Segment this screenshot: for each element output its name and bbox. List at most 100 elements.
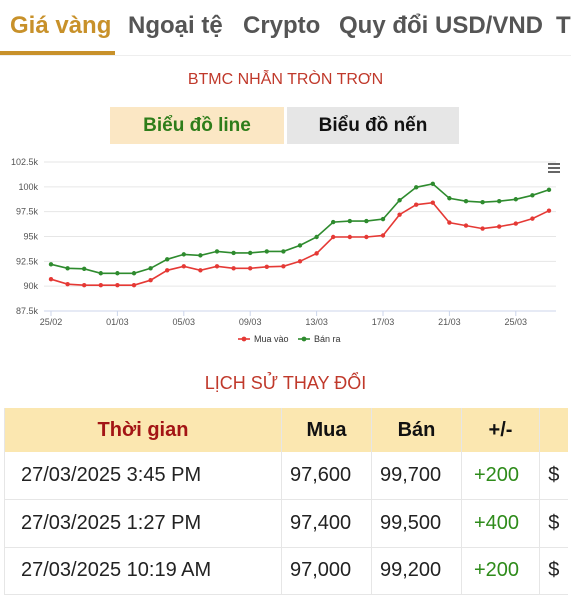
data-point [380,233,386,238]
data-point [98,271,104,276]
data-point [463,223,469,228]
y-tick-label: 92.5k [16,256,39,266]
x-tick-label: 09/03 [239,317,262,327]
header-sell: Bán [371,408,462,452]
cell-currency[interactable]: $ [539,547,568,595]
data-point [264,264,269,269]
data-point [414,202,419,207]
tab-quy-doi[interactable]: Quy đổi USD/VND [339,12,544,39]
data-point [281,249,286,254]
data-point [281,264,286,269]
chart-title: BTMC NHẪN TRÒN TRƠN [187,71,384,88]
cell-change: +200 [461,452,540,500]
line-chart-button[interactable]: Biểu đồ line [110,107,284,144]
cell-time: 27/03/2025 10:19 AM [4,547,282,595]
x-tick-label: 21/03 [438,317,461,327]
price-line-chart: 87.5k 90k 92.5k 95k 97.5k 100k 102.5k 25/02 01/0… [11,157,556,344]
data-point [248,266,253,271]
data-point [148,278,153,283]
legend-marker [241,336,247,342]
history-title: LỊCH SỬ THAY ĐỔI [204,373,367,393]
cell-currency[interactable]: $ [539,499,568,548]
history-header-row: Thời gian Mua Bán +/- [4,408,568,452]
data-point [480,226,485,231]
data-point [198,253,203,258]
data-point [497,224,502,229]
tab-ngoai-te[interactable]: Ngoại tệ [128,12,223,39]
data-point [397,212,402,217]
data-point [546,208,552,213]
data-point [264,249,269,254]
data-point [314,251,319,256]
data-point [131,271,137,276]
data-point [165,257,170,262]
cell-change: +400 [461,499,540,548]
data-point [165,268,170,273]
x-tick-label: 17/03 [372,317,395,327]
x-tick-label: 25/03 [505,317,528,327]
data-point [181,264,186,269]
header-change: +/- [461,408,540,452]
data-point [181,252,186,257]
data-point [82,282,87,288]
data-point [530,193,535,198]
data-point [231,250,236,256]
header-currency [539,408,568,452]
data-point [513,221,518,226]
data-point [530,216,535,221]
legend-label: Mua vào [254,334,289,344]
header-time: Thời gian [4,408,282,452]
cell-time: 27/03/2025 3:45 PM [4,452,282,500]
cell-time: 27/03/2025 1:27 PM [4,499,282,548]
x-tick-label: 01/03 [106,317,129,327]
legend-marker [301,336,307,342]
data-point [347,234,352,240]
cell-buy: 97,600 [281,452,372,500]
data-point [331,219,336,225]
y-tick-label: 97.5k [16,207,39,217]
data-point [248,250,253,256]
data-point [480,200,485,205]
data-point [148,266,153,271]
data-point [297,243,303,248]
data-point [364,218,369,224]
cell-sell: 99,500 [371,499,462,548]
y-tick-label: 87.5k [16,306,39,316]
data-point [546,187,552,193]
tab-crypto[interactable]: Crypto [243,12,321,39]
data-point [397,198,402,203]
x-tick-label: 25/02 [40,317,63,327]
data-point [447,196,452,201]
table-row: 27/03/2025 3:45 PM 97,600 99,700 +200 $ [4,452,568,500]
x-tick-label: 05/03 [173,317,196,327]
tab-more[interactable]: T [556,12,571,39]
data-point [430,200,435,205]
data-point [65,281,70,287]
active-tab-indicator [0,51,115,55]
data-point [297,259,303,264]
data-point [115,271,120,276]
data-point [65,266,70,271]
tab-gia-vang[interactable]: Giá vàng [10,12,112,39]
data-point [347,218,352,224]
cell-sell: 99,200 [371,547,462,595]
data-point [198,268,203,273]
table-row: 27/03/2025 1:27 PM 97,400 99,500 +400 $ [4,499,568,548]
y-tick-label: 100k [18,182,38,192]
cell-currency[interactable]: $ [539,452,568,500]
data-point [314,234,319,240]
history-table: Thời gian Mua Bán +/- 27/03/2025 3:45 PM… [4,408,568,595]
hamburger-menu-icon[interactable] [548,163,560,174]
data-point [115,282,120,288]
data-point [414,185,419,190]
data-point [430,181,435,187]
cell-change: +200 [461,547,540,595]
data-point [214,264,220,269]
y-tick-label: 95k [23,232,38,242]
cell-sell: 99,700 [371,452,462,500]
data-point [131,282,137,288]
y-tick-label: 90k [23,281,38,291]
candle-chart-button[interactable]: Biểu đồ nến [287,107,459,144]
cell-buy: 97,400 [281,499,372,548]
data-point [380,216,386,222]
